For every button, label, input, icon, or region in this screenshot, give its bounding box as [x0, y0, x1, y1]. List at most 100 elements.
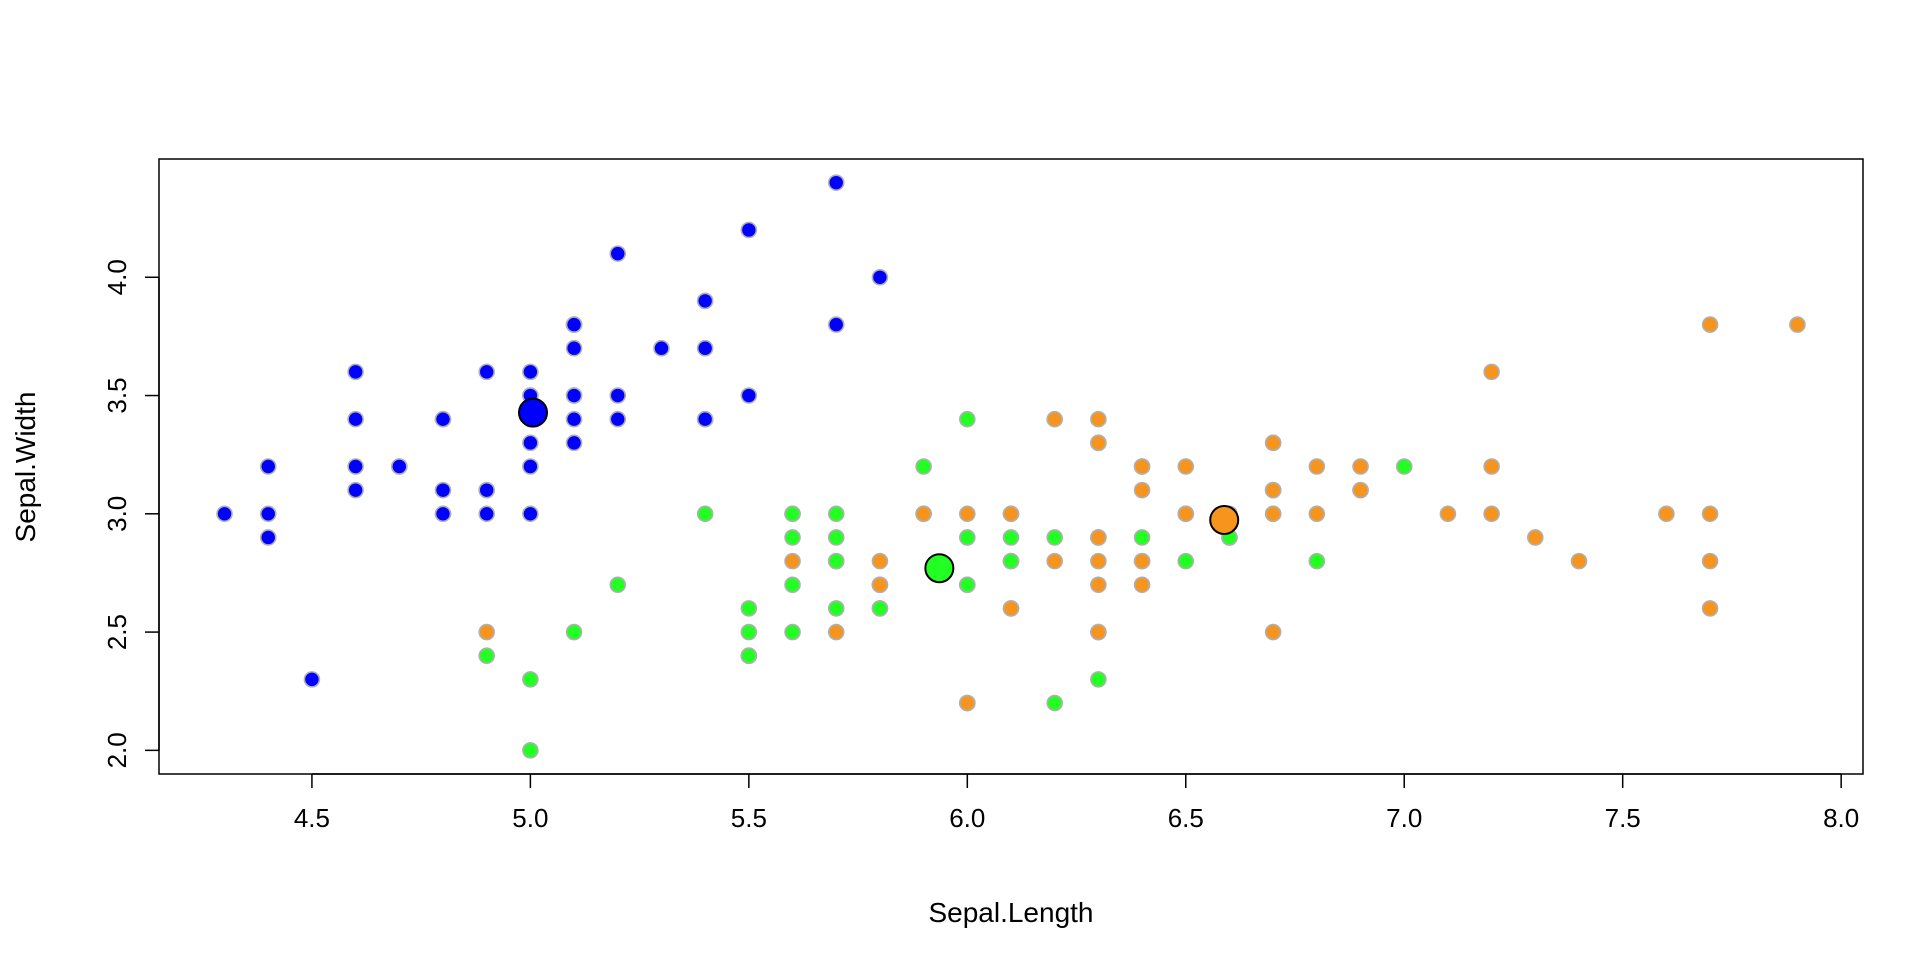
- data-point: [784, 552, 801, 570]
- data-point: [1133, 576, 1151, 594]
- data-point: [959, 529, 976, 546]
- data-point: [1352, 481, 1369, 499]
- data-point: [1090, 552, 1107, 570]
- data-point: [216, 505, 233, 523]
- data-point: [1090, 576, 1107, 594]
- x-tick-label: 8.0: [1823, 803, 1859, 833]
- data-point: [1090, 623, 1107, 641]
- data-point: [434, 505, 452, 523]
- data-point: [478, 623, 495, 641]
- data-point: [959, 410, 976, 428]
- data-point: [740, 623, 758, 641]
- data-point: [696, 410, 714, 428]
- y-tick-label: 2.5: [102, 614, 132, 650]
- data-point: [1701, 316, 1719, 333]
- data-point: [1264, 505, 1282, 523]
- data-point: [1658, 505, 1675, 523]
- data-point: [1002, 505, 1020, 523]
- data-point: [1789, 316, 1806, 333]
- data-point: [784, 529, 801, 546]
- data-point: [478, 363, 495, 381]
- data-point: [522, 458, 539, 475]
- data-point: [827, 505, 845, 523]
- data-point: [827, 600, 845, 617]
- data-point: [1701, 505, 1719, 523]
- data-point: [609, 410, 627, 428]
- data-point: [478, 647, 495, 665]
- x-tick-label: 5.5: [731, 803, 767, 833]
- data-point: [1090, 671, 1107, 688]
- x-tick-label: 5.0: [512, 803, 548, 833]
- data-point: [347, 458, 364, 475]
- data-point: [1133, 458, 1151, 475]
- data-point: [915, 458, 932, 475]
- y-tick-label: 2.0: [102, 732, 132, 768]
- data-point: [653, 339, 670, 357]
- data-point: [696, 292, 714, 310]
- y-tick-label: 3.0: [102, 496, 132, 532]
- data-point: [871, 268, 889, 286]
- x-tick-label: 7.0: [1386, 803, 1422, 833]
- data-point: [740, 387, 758, 404]
- data-point: [347, 481, 364, 499]
- data-point: [609, 245, 627, 262]
- data-point: [784, 505, 801, 523]
- data-point: [871, 552, 889, 570]
- data-point: [740, 221, 758, 239]
- centroid-point: [518, 397, 549, 428]
- x-tick-label: 6.5: [1168, 803, 1204, 833]
- data-point: [784, 576, 801, 594]
- data-point: [827, 316, 845, 333]
- data-point: [565, 387, 583, 404]
- data-point: [1177, 552, 1195, 570]
- data-point: [565, 339, 583, 357]
- data-point: [827, 552, 845, 570]
- centroid-point: [924, 553, 955, 584]
- data-point: [609, 387, 627, 404]
- data-point: [696, 339, 714, 357]
- data-point: [1308, 552, 1326, 570]
- data-point: [871, 600, 889, 617]
- data-point: [391, 458, 408, 475]
- data-point: [1002, 529, 1020, 546]
- data-point: [959, 694, 976, 712]
- data-point: [303, 671, 321, 688]
- data-point: [1570, 552, 1588, 570]
- data-point: [522, 671, 539, 688]
- data-point: [522, 434, 539, 452]
- data-point: [1046, 529, 1063, 546]
- data-point: [522, 363, 539, 381]
- data-point: [959, 576, 976, 594]
- data-point: [696, 505, 714, 523]
- data-point: [1177, 458, 1195, 475]
- data-point: [434, 410, 452, 428]
- data-point: [1090, 410, 1107, 428]
- data-point: [740, 600, 758, 617]
- plot-frame: [158, 158, 1864, 775]
- y-tick-label: 4.0: [102, 259, 132, 295]
- data-point: [565, 623, 583, 641]
- data-point: [784, 623, 801, 641]
- data-point: [1090, 434, 1107, 452]
- data-point: [871, 576, 889, 594]
- data-points: [216, 174, 1806, 759]
- data-point: [1308, 458, 1326, 475]
- data-point: [827, 623, 845, 641]
- data-point: [434, 481, 452, 499]
- x-axis: 4.5 5.0 5.5 6.0 6.5 7.0 7.5 8.0: [294, 773, 1859, 833]
- data-point: [1133, 552, 1151, 570]
- data-point: [915, 505, 932, 523]
- data-point: [565, 410, 583, 428]
- data-point: [478, 481, 495, 499]
- data-point: [259, 458, 277, 475]
- data-point: [827, 529, 845, 546]
- data-point: [827, 174, 845, 191]
- data-point: [1483, 458, 1500, 475]
- x-tick-label: 4.5: [294, 803, 330, 833]
- data-point: [1395, 458, 1413, 475]
- data-point: [1308, 505, 1326, 523]
- data-point: [609, 576, 627, 594]
- data-point: [1177, 505, 1195, 523]
- data-point: [565, 316, 583, 333]
